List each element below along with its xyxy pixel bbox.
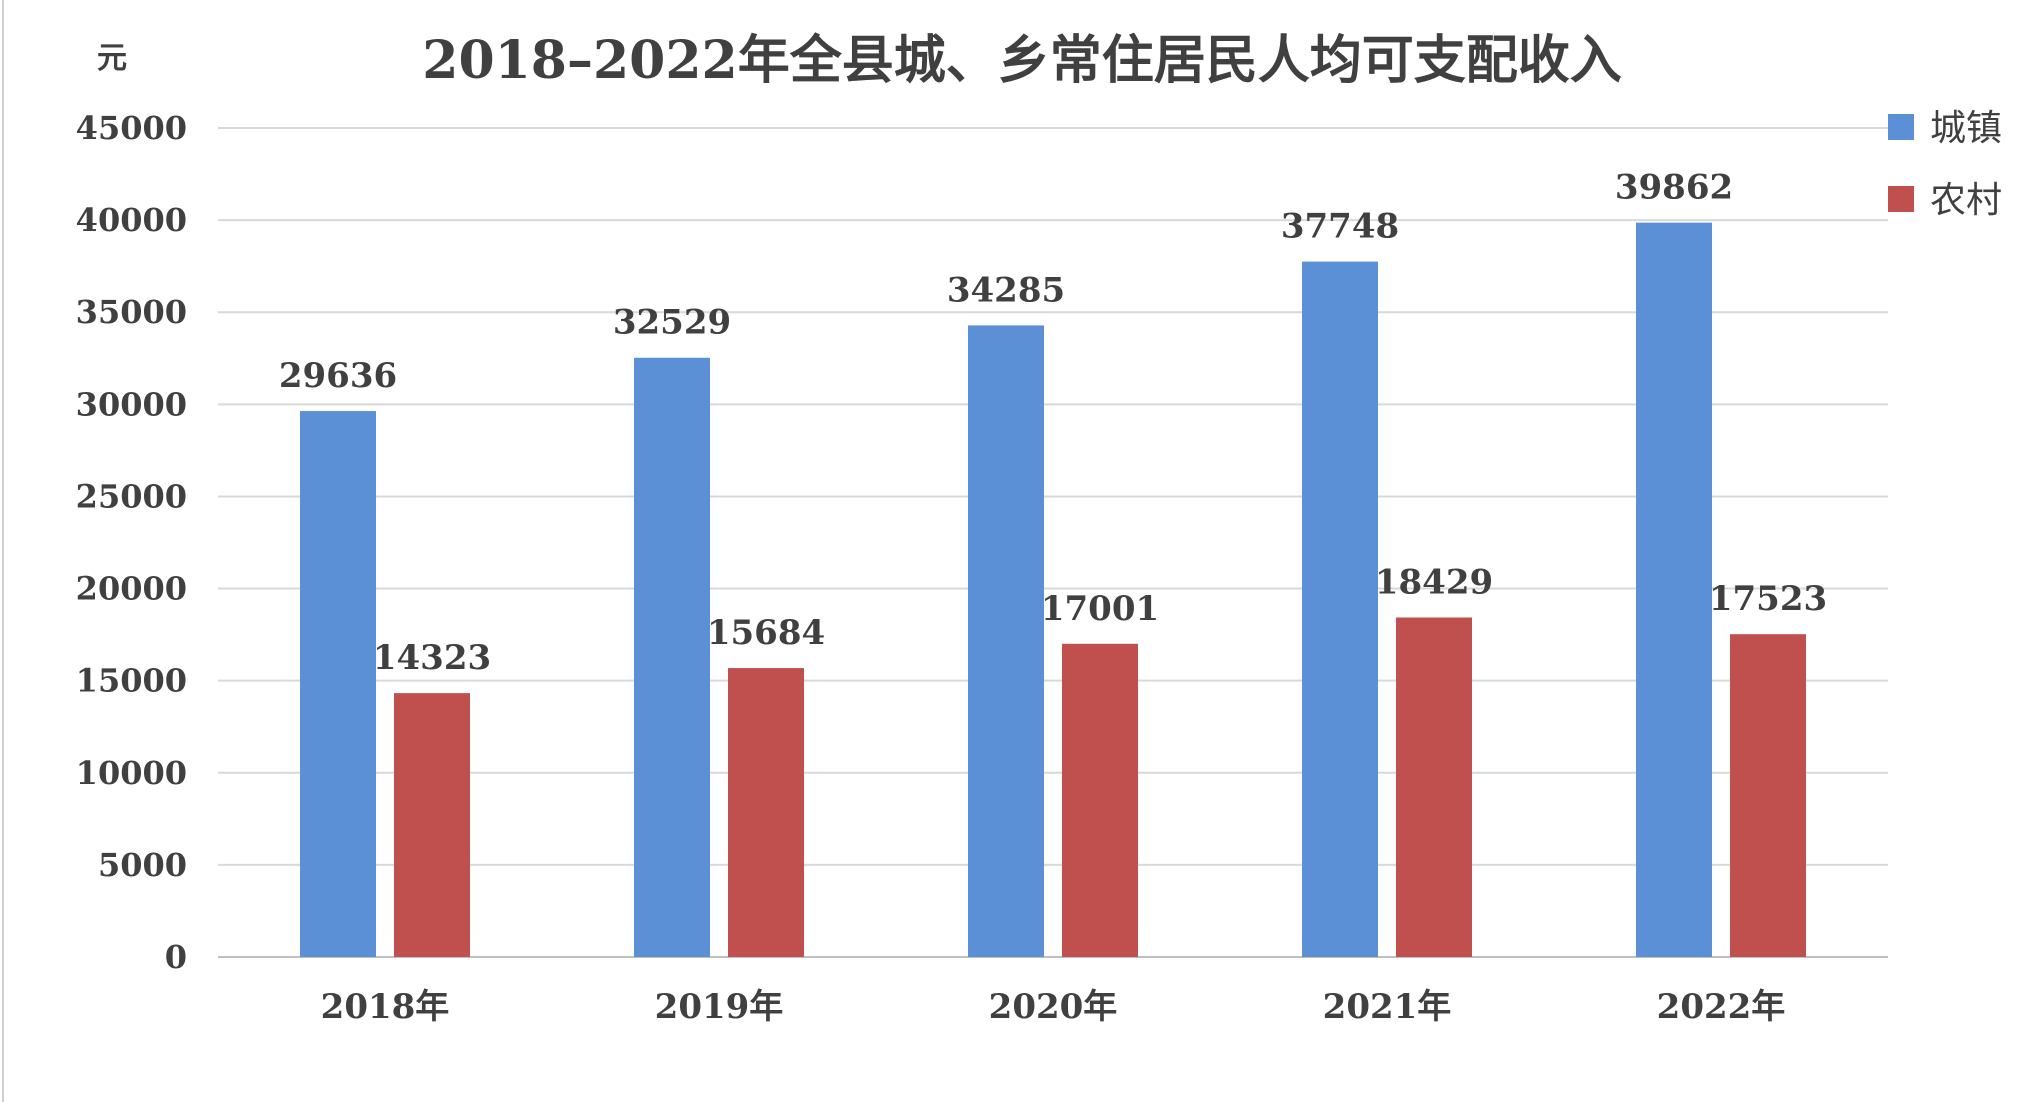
gridlines (218, 127, 1888, 958)
data-label: 32529 (613, 303, 731, 343)
bar-urban (1636, 222, 1712, 957)
bar-rural (394, 693, 470, 957)
x-tick-label: 2019年 (655, 987, 784, 1027)
x-tick-label: 2018年 (321, 987, 450, 1027)
y-tick-label: 30000 (76, 385, 187, 423)
y-tick-label: 10000 (76, 754, 187, 792)
legend-swatch (1888, 114, 1914, 140)
legend-label: 城镇 (1930, 108, 2002, 149)
y-tick-label: 5000 (98, 846, 187, 884)
y-tick-label: 45000 (76, 109, 187, 147)
bar-urban (300, 411, 376, 957)
x-axis-ticks: 2018年 2019年 2020年 2021年 2022年 (321, 987, 1786, 1027)
y-tick-label: 40000 (76, 201, 187, 239)
y-axis-ticks: 0 5000 10000 15000 20000 25000 30000 35000 40000… (76, 109, 187, 976)
x-tick-label: 2022年 (1657, 987, 1786, 1027)
chart-title: 2018–2022年全县城、乡常住居民人均可支配收入 (422, 30, 1621, 91)
bar-urban (968, 325, 1044, 957)
bar-urban (634, 357, 710, 957)
y-axis-unit-label: 元 (97, 41, 127, 76)
bar-rural (1062, 643, 1138, 957)
data-labels: 29636 14323 32529 15684 34285 17001 37748 18429… (279, 168, 1827, 678)
legend-label: 农村 (1930, 180, 2002, 221)
data-label: 39862 (1615, 168, 1733, 208)
data-label: 17001 (1041, 589, 1159, 629)
data-label: 17523 (1709, 579, 1827, 619)
data-label: 15684 (707, 613, 825, 653)
data-label: 14323 (373, 638, 491, 678)
y-tick-label: 20000 (76, 570, 187, 608)
data-label: 34285 (947, 270, 1065, 310)
bars (300, 222, 1806, 957)
data-label: 18429 (1375, 562, 1493, 602)
y-tick-label: 0 (165, 938, 187, 976)
bar-rural (728, 668, 804, 957)
bar-urban (1302, 261, 1378, 957)
data-label: 37748 (1281, 207, 1399, 247)
y-tick-label: 25000 (76, 477, 187, 515)
y-tick-label: 15000 (76, 662, 187, 700)
x-tick-label: 2021年 (1323, 987, 1452, 1027)
y-tick-label: 35000 (76, 293, 187, 331)
bar-rural (1396, 617, 1472, 957)
bar-rural (1730, 634, 1806, 957)
data-label: 29636 (279, 356, 397, 396)
x-tick-label: 2020年 (989, 987, 1118, 1027)
legend-swatch (1888, 186, 1914, 212)
